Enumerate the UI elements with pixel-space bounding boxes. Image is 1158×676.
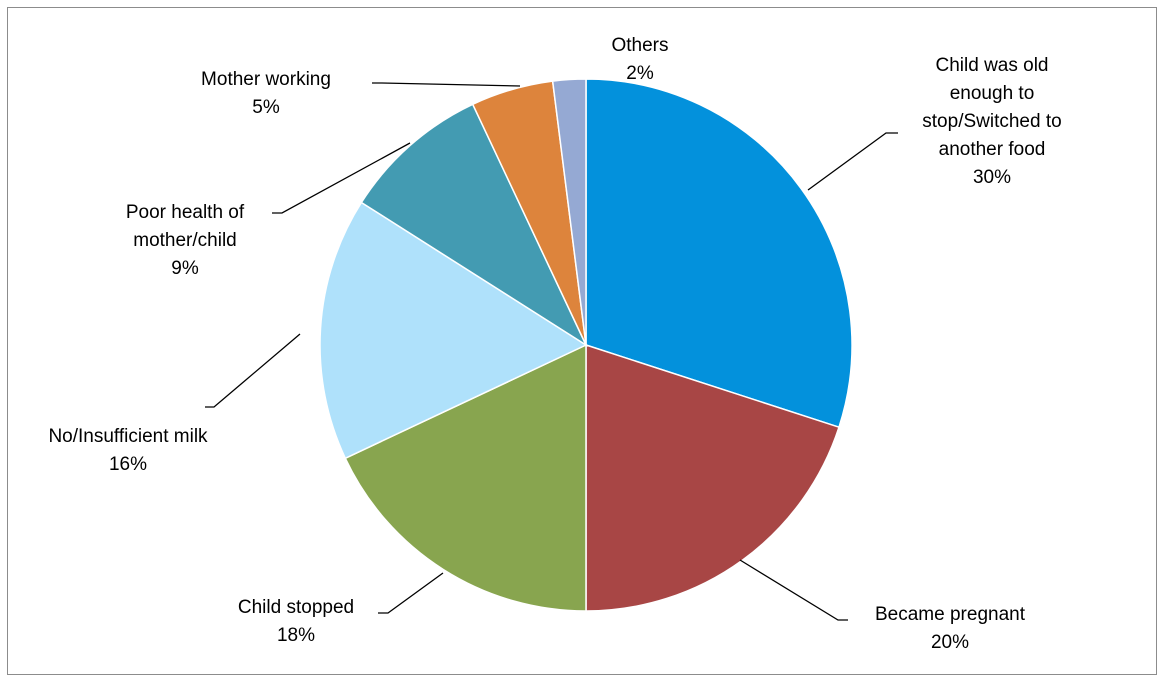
data-label-category: Poor health of xyxy=(126,202,245,223)
data-label-category: Mother working xyxy=(201,69,331,90)
data-label-category: No/Insufficient milk xyxy=(48,426,208,447)
leader-line-3 xyxy=(205,333,301,408)
data-label-category: Child was old xyxy=(936,55,1049,76)
leader-lines xyxy=(205,82,898,621)
pie-slice-4 xyxy=(360,103,588,348)
data-label-6: Others 2% xyxy=(611,35,668,84)
pie-slice-1 xyxy=(585,343,840,612)
leader-line-2 xyxy=(378,572,444,614)
pie-slice-2 xyxy=(344,343,587,612)
pie-slice-6 xyxy=(551,78,587,346)
data-label-category: mother/child xyxy=(133,230,237,251)
pie-slice-3 xyxy=(319,201,588,460)
leader-line-5 xyxy=(372,82,521,87)
data-label-1: Became pregnant 20% xyxy=(875,604,1026,653)
data-label-value: 2% xyxy=(626,63,654,84)
data-label-category: another food xyxy=(939,139,1046,160)
leader-line-0 xyxy=(807,132,898,191)
data-label-category: enough to xyxy=(950,83,1035,104)
data-label-2: Child stopped 18% xyxy=(238,597,354,646)
leader-line-4 xyxy=(272,142,411,214)
pie-slices xyxy=(319,78,853,612)
pie-slice-0 xyxy=(585,78,853,429)
data-label-3: No/Insufficient milk 16% xyxy=(48,426,208,475)
leader-line-1 xyxy=(739,559,848,621)
data-label-category: Child stopped xyxy=(238,597,354,618)
data-label-value: 20% xyxy=(931,632,969,653)
data-label-value: 9% xyxy=(171,258,199,279)
data-label-value: 16% xyxy=(109,454,147,475)
data-label-5: Mother working 5% xyxy=(201,69,331,118)
data-label-value: 30% xyxy=(973,167,1011,188)
data-label-0: Child was old enough to stop/Switched to an… xyxy=(922,55,1061,188)
data-label-category: Others xyxy=(611,35,668,56)
data-label-category: stop/Switched to xyxy=(922,111,1061,132)
data-label-value: 5% xyxy=(252,97,280,118)
data-label-value: 18% xyxy=(277,625,315,646)
data-labels: Child was old enough to stop/Switched to an… xyxy=(48,35,1061,653)
data-label-4: Poor health of mother/child 9% xyxy=(126,202,245,279)
data-label-category: Became pregnant xyxy=(875,604,1026,625)
